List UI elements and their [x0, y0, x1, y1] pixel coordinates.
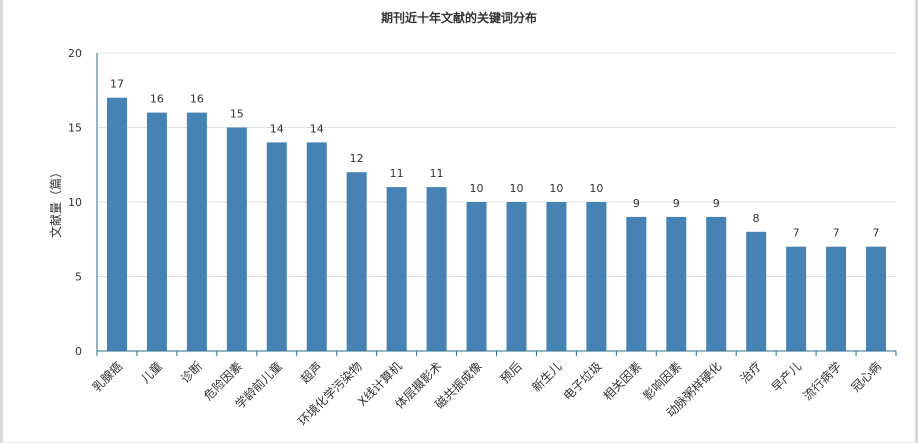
x-category-label: 超声: [297, 359, 325, 387]
data-label: 14: [310, 122, 324, 135]
bar: [826, 246, 847, 351]
bars: [106, 97, 887, 351]
y-tick-label: 0: [75, 345, 82, 358]
bar: [226, 127, 247, 351]
data-label: 15: [230, 108, 244, 121]
x-category-label: 乳腺癌: [89, 359, 125, 395]
x-category-label: 诊断: [177, 359, 205, 387]
bar: [586, 202, 607, 351]
bar: [186, 112, 207, 351]
bar: [306, 142, 327, 351]
data-label: 10: [589, 182, 603, 195]
y-axis-label: 文献量（篇）: [48, 166, 63, 238]
data-label: 16: [150, 93, 164, 106]
data-label: 11: [390, 167, 404, 180]
bar: [346, 172, 367, 351]
data-label: 9: [673, 197, 680, 210]
x-category-label: 相关因素: [601, 359, 645, 403]
bar: [146, 112, 167, 351]
x-category-label: 治疗: [737, 359, 764, 386]
gridlines: [97, 52, 896, 277]
y-tick-label: 10: [68, 196, 82, 209]
y-axis-ticks: 0 5 10 15 20: [68, 47, 82, 358]
data-label: 9: [633, 197, 640, 210]
x-category-label: 预后: [498, 359, 525, 386]
data-label: 7: [793, 227, 800, 240]
bar: [866, 246, 887, 351]
bar: [746, 231, 767, 351]
data-label: 16: [190, 93, 204, 106]
data-label: 8: [753, 212, 760, 225]
data-label: 11: [430, 167, 444, 180]
bar: [546, 202, 567, 351]
bar: [706, 216, 727, 351]
x-category-label: 早产儿: [769, 359, 804, 394]
chart-title: 期刊近十年文献的关键词分布: [381, 10, 537, 25]
bar: [626, 216, 647, 351]
data-label: 17: [110, 78, 124, 91]
x-category-label: 冠心病: [848, 359, 884, 395]
x-category-label: 新生儿: [528, 359, 564, 395]
bar: [466, 202, 487, 351]
data-label: 10: [509, 182, 523, 195]
bar: [106, 97, 127, 351]
bar: [386, 187, 407, 351]
data-label: 9: [713, 197, 720, 210]
bar: [666, 216, 687, 351]
x-category-label: 流行病学: [800, 359, 845, 404]
data-label: 10: [549, 182, 563, 195]
axes: [96, 53, 897, 356]
data-label: 12: [350, 152, 364, 165]
data-label: 10: [470, 182, 484, 195]
data-label: 7: [873, 227, 880, 240]
data-labels: 17 16 16 15 14 14 12 11 11 10 10 10 10 9 9 9 8 7 7 7: [110, 78, 880, 240]
bar: [786, 246, 807, 351]
bar: [266, 142, 287, 351]
y-tick-label: 15: [68, 122, 82, 135]
x-category-label: 儿童: [137, 359, 165, 387]
y-tick-label: 20: [68, 47, 82, 60]
data-label: 7: [833, 227, 840, 240]
bar: [506, 202, 527, 351]
y-tick-label: 5: [75, 271, 82, 284]
x-category-label: 电子垃圾: [560, 359, 605, 404]
bar: [426, 187, 447, 351]
data-label: 14: [270, 122, 284, 135]
